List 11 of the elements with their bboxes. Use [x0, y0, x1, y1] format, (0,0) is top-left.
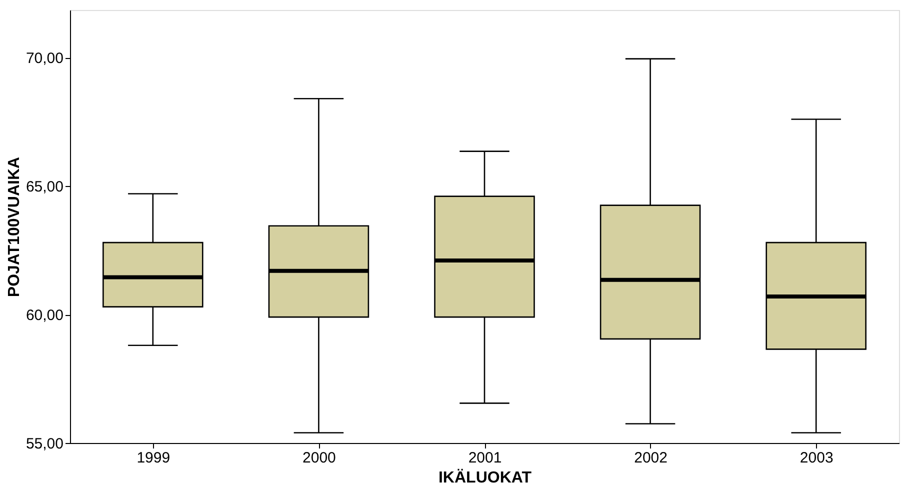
- y-tick-label: 65,00: [26, 178, 64, 196]
- y-tick-label: 55,00: [26, 436, 64, 452]
- x-tick-label: 2000: [302, 450, 336, 466]
- x-tick-label: 2001: [468, 450, 502, 466]
- y-axis-title: POJAT100VUAIKA: [6, 156, 23, 298]
- y-tick-label: 60,00: [26, 307, 64, 324]
- y-tick-label: 70,00: [26, 50, 64, 68]
- x-tick-label: 2003: [800, 450, 834, 466]
- x-tick-label: 1999: [136, 450, 170, 466]
- x-axis-title: IKÄLUOKAT: [438, 468, 532, 486]
- x-tick-label: 2002: [634, 450, 668, 466]
